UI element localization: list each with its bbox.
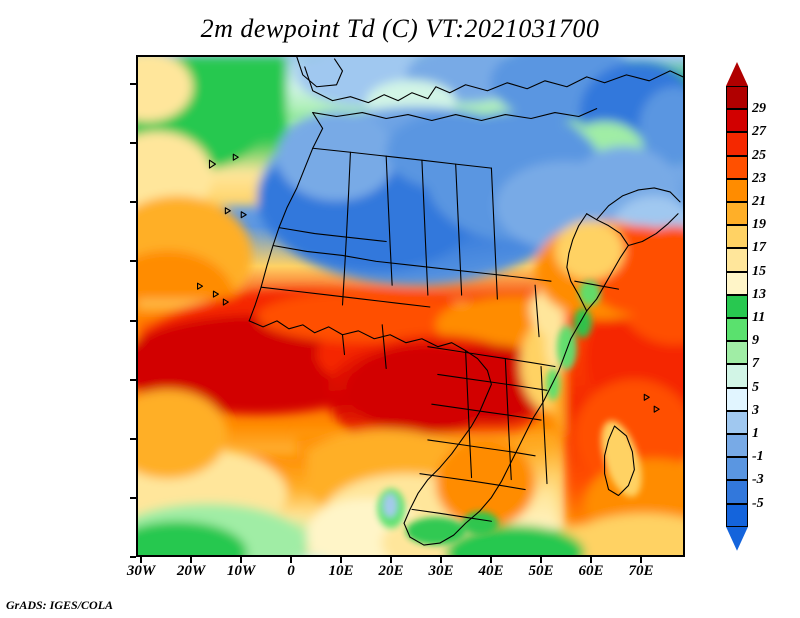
xtick-label-20e: 20E <box>378 563 404 579</box>
colorbar-cell <box>726 480 748 504</box>
colorbar-tick-label: 9 <box>752 333 759 349</box>
map-borders <box>197 57 683 546</box>
colorbar-tick-label: 1 <box>752 426 759 441</box>
ytick-mark-10n <box>130 260 136 262</box>
colorbar-cell <box>726 410 748 434</box>
colorbar-tick-label: 3 <box>752 402 759 418</box>
colorbar-tick-label: -5 <box>752 495 764 511</box>
xtick-mark-70e <box>640 557 642 563</box>
xtick-mark-60e <box>590 557 592 563</box>
xtick-label-60e: 60E <box>578 563 604 579</box>
colorbar-cell <box>726 341 748 365</box>
attribution-footer: GrADS: IGES/COLA <box>6 598 114 612</box>
ytick-mark-40s <box>130 556 136 558</box>
colorbar-cell <box>726 225 748 249</box>
colorbar-cell <box>726 202 748 226</box>
xtick-mark-50e <box>540 557 542 563</box>
colorbar-cell <box>726 109 748 133</box>
colorbar-tick-label: 13 <box>752 286 766 302</box>
colorbar-tick-label: 5 <box>752 379 759 395</box>
ytick-mark-10s <box>130 379 136 381</box>
colorbar-cell <box>726 294 748 318</box>
xtick-label-70e: 70E <box>628 563 654 579</box>
colorbar-cell <box>726 155 748 179</box>
colorbar-tick-label: 23 <box>752 170 766 186</box>
colorbar-cell <box>726 178 748 202</box>
xtick-mark-30w <box>140 557 142 563</box>
ytick-mark-30s <box>130 497 136 499</box>
ytick-mark-20n <box>130 201 136 203</box>
xtick-label-20w: 20W <box>176 563 206 579</box>
xtick-mark-10e <box>340 557 342 563</box>
colorbar-cell <box>726 318 748 342</box>
xtick-mark-30e <box>440 557 442 563</box>
colorbar-tick-label: 11 <box>752 310 766 325</box>
colorbar-cell <box>726 132 748 156</box>
xtick-label-40e: 40E <box>478 563 504 579</box>
colorbar-arrow-top <box>726 62 748 86</box>
colorbar-cell <box>726 503 748 527</box>
colorbar-tick-label: 29 <box>752 101 766 117</box>
colorbar-tick-label: -1 <box>752 449 764 465</box>
colorbar-cell <box>726 364 748 388</box>
xtick-mark-0 <box>290 557 292 563</box>
colorbar-tick-label: 15 <box>752 263 766 279</box>
colorbar: 29 27 25 23 21 19 17 15 13 11 9 7 5 3 1 -1 -3 -5 <box>726 62 766 564</box>
colorbar-tick-label: 19 <box>752 217 766 233</box>
colorbar-tick-label: 7 <box>752 356 759 372</box>
xtick-label-0: 0 <box>287 563 295 579</box>
xtick-label-10w: 10W <box>226 563 256 579</box>
xtick-label-50e: 50E <box>528 563 554 579</box>
xtick-mark-20e <box>390 557 392 563</box>
dewpoint-field <box>138 57 683 555</box>
colorbar-cell <box>726 248 748 272</box>
colorbar-tick-label: 17 <box>752 240 766 256</box>
xtick-label-10e: 10E <box>328 563 354 579</box>
colorbar-cell <box>726 434 748 458</box>
colorbar-tick-label: 27 <box>752 124 766 140</box>
dewpoint-map-panel <box>136 55 685 557</box>
ytick-mark-eq <box>130 320 136 322</box>
xtick-label-30e: 30E <box>428 563 454 579</box>
xtick-mark-10w <box>240 557 242 563</box>
colorbar-tick-label: 25 <box>752 147 766 163</box>
ytick-mark-40n <box>130 83 136 85</box>
ytick-mark-30n <box>130 142 136 144</box>
xtick-label-30w: 30W <box>126 563 156 579</box>
colorbar-cell <box>726 457 748 481</box>
colorbar-cell <box>726 86 748 110</box>
colorbar-cell <box>726 271 748 295</box>
xtick-mark-20w <box>190 557 192 563</box>
chart-title: 2m dewpoint Td (C) VT:2021031700 <box>200 14 600 43</box>
ytick-mark-20s <box>130 438 136 440</box>
colorbar-tick-label: -3 <box>752 472 764 488</box>
xtick-mark-40e <box>490 557 492 563</box>
colorbar-tick-label: 21 <box>752 194 766 209</box>
colorbar-cell <box>726 387 748 411</box>
colorbar-arrow-bottom <box>726 526 748 551</box>
